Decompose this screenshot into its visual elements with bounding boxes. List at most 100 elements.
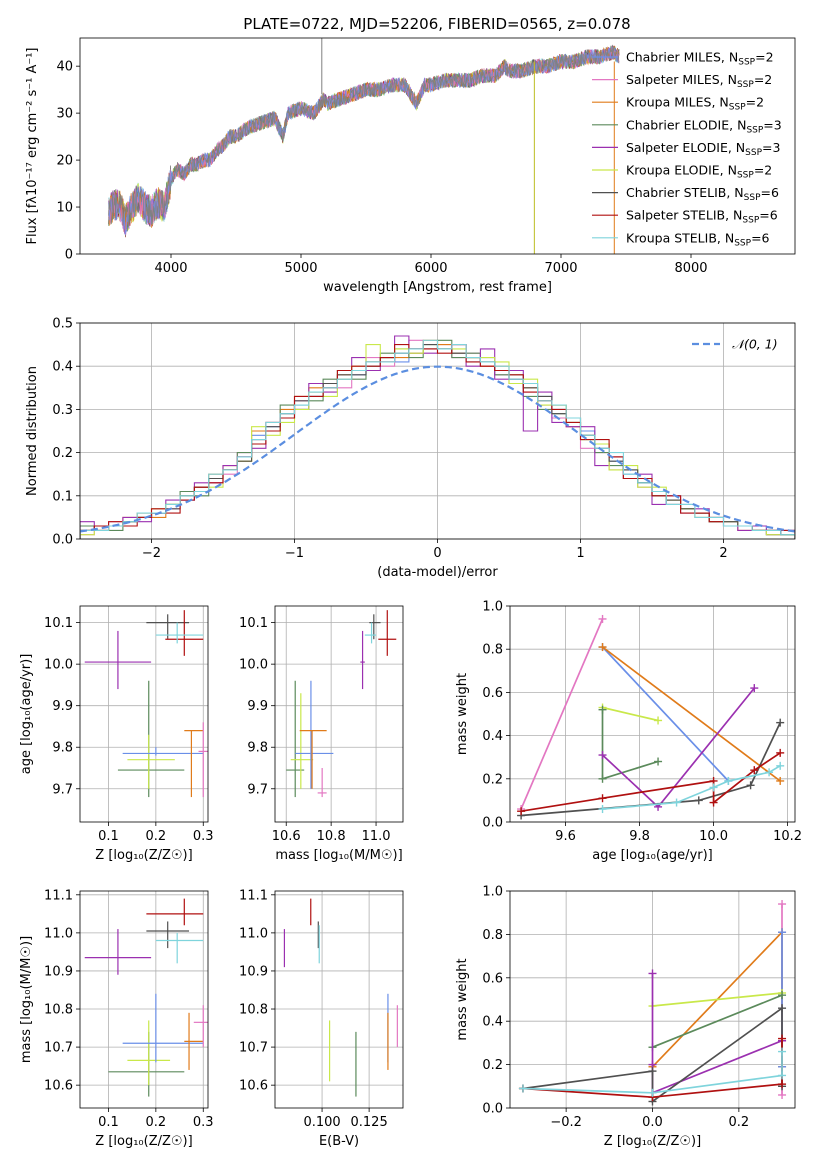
legend-entry-main: Kroupa ELODIE, N <box>626 163 737 178</box>
plot-area <box>286 610 397 798</box>
panel-2: 0.1 0.2 0.3 9.7 9.8 9.9 10.0 10.1 Z [log₁₀(Z/Z☉)… <box>19 605 214 863</box>
y-tick-label: 9.8 <box>247 741 268 756</box>
x-tick-label: 0.125 <box>351 1115 388 1130</box>
plot-area <box>517 614 785 820</box>
y-tick-label: 10.7 <box>239 1041 268 1056</box>
y-axis-label: age [log₁₀(age/yr)] <box>19 654 34 775</box>
y-tick-label: 10.1 <box>239 616 268 631</box>
x-tick-label: 6000 <box>414 261 447 276</box>
y-tick-label: 10.8 <box>239 1003 268 1018</box>
y-tick-label: 20 <box>56 154 73 169</box>
legend-entry-sub: SSP <box>729 103 746 113</box>
legend-entry-sub: SSP <box>742 216 759 226</box>
legend-entry: Salpeter ELODIE, NSSP=3 <box>626 140 780 158</box>
y-tick-label: 0.6 <box>482 971 503 986</box>
legend-entry-tail: =3 <box>763 117 781 132</box>
y-tick-label: 10 <box>56 201 73 216</box>
y-tick-label: 10.0 <box>239 658 268 673</box>
y-tick-label: 10.9 <box>44 964 73 979</box>
y-tick-label: 11.0 <box>44 926 73 941</box>
x-tick-label: 4000 <box>154 261 187 276</box>
plot-area <box>283 898 398 1097</box>
x-axis-label: Z [log₁₀(Z/Z☉)] <box>95 1134 192 1149</box>
y-tick-label: 1.0 <box>482 600 503 615</box>
y-tick-label: 40 <box>56 60 73 75</box>
legend-entry-tail: =6 <box>759 208 777 223</box>
legend-entry-tail: =2 <box>755 50 773 65</box>
y-tick-label: 10.6 <box>239 1079 268 1094</box>
y-tick-label: 10.0 <box>44 658 73 673</box>
y-axis-label: Flux [fλ10⁻¹⁷ erg cm⁻² s⁻¹ A⁻¹] <box>25 48 40 245</box>
x-tick-label: 5000 <box>284 261 317 276</box>
legend-entry-tail: =2 <box>746 95 764 110</box>
weight-series-line <box>601 646 730 782</box>
y-tick-label: 0.2 <box>482 1058 503 1073</box>
x-tick-label: 0 <box>433 546 441 561</box>
x-tick-label: 10.2 <box>773 829 802 844</box>
y-tick-label: 0.6 <box>482 686 503 701</box>
panel-3: 10.6 10.8 11.0 9.7 9.8 9.9 10.0 10.1 mass [log₁₀… <box>239 605 404 863</box>
legend-entry-main: Salpeter ELODIE, N <box>626 140 745 155</box>
panel-0: 4000 5000 6000 7000 8000 0 10 20 30 40 wavelength … <box>25 15 796 295</box>
weight-series-line <box>520 618 604 810</box>
y-tick-label: 9.8 <box>52 741 73 756</box>
histogram-series <box>80 339 795 539</box>
y-tick-label: 0.3 <box>52 403 73 418</box>
x-tick-label: −0.2 <box>550 1115 582 1130</box>
y-tick-label: 11.1 <box>44 888 73 903</box>
legend-entry-main: Kroupa STELIB, N <box>626 230 734 245</box>
observed-spectrum-line <box>108 45 620 228</box>
model-spectrum-line <box>108 46 620 235</box>
legend-entry-main: Salpeter MILES, N <box>626 72 737 87</box>
panel-5: 0.1 0.2 0.3 10.6 10.7 10.8 10.9 11.0 11.1 Z [log₁… <box>19 888 214 1149</box>
axes-frame <box>79 890 209 1109</box>
x-tick-label: 0.2 <box>146 1115 167 1130</box>
plot-area <box>80 335 795 539</box>
legend-entry: Salpeter MILES, NSSP=2 <box>626 72 772 90</box>
x-tick-label: 11.0 <box>362 829 391 844</box>
x-tick-label: 10.6 <box>272 829 301 844</box>
legend-entry: Salpeter STELIB, NSSP=6 <box>626 208 778 226</box>
normal-reference-curve <box>80 365 795 533</box>
panel-6: 0.100 0.125 10.6 10.7 10.8 10.9 11.0 11.1 E(B-V) <box>239 888 404 1149</box>
panel-4: 9.6 9.8 10.0 10.2 0.0 0.2 0.4 0.6 0.8 1.0 age [log… <box>455 600 802 864</box>
legend-entry-main: Salpeter STELIB, N <box>626 208 742 223</box>
legend-entry: Chabrier ELODIE, NSSP=3 <box>626 117 782 135</box>
x-tick-label: 0.1 <box>98 829 119 844</box>
x-tick-label: 10.0 <box>699 829 728 844</box>
weight-series-line <box>602 706 659 722</box>
model-spectrum-line <box>108 44 620 237</box>
x-tick-label: −1 <box>285 546 304 561</box>
y-tick-label: 9.7 <box>52 782 73 797</box>
x-tick-label: 9.6 <box>555 829 576 844</box>
y-tick-label: 10.6 <box>44 1079 73 1094</box>
legend-entry-sub: SSP <box>737 80 754 90</box>
y-tick-label: 0.0 <box>52 533 73 548</box>
y-tick-label: 9.7 <box>247 782 268 797</box>
y-axis-label: mass [log₁₀(M/M☉)] <box>19 936 34 1063</box>
legend-entry-sub: SSP <box>746 125 763 135</box>
legend: 𝒩(0, 1) <box>692 337 778 352</box>
weight-series-line <box>652 992 783 1007</box>
y-tick-label: 0.2 <box>482 772 503 787</box>
axes-frame <box>79 37 796 255</box>
x-tick-label: 2 <box>719 546 727 561</box>
y-tick-label: 0.0 <box>482 816 503 831</box>
y-tick-label: 9.9 <box>247 699 268 714</box>
y-tick-label: 30 <box>56 107 73 122</box>
legend-entry-sub: SSP <box>744 193 761 203</box>
weight-series-line <box>602 765 781 810</box>
y-tick-label: 0.8 <box>482 643 503 658</box>
model-spectrum-line <box>108 47 620 237</box>
x-axis-label: mass [log₁₀(M/M☉)] <box>275 848 402 863</box>
plot-area <box>84 898 208 1097</box>
legend-entry-sub: SSP <box>745 148 762 158</box>
x-tick-label: −2 <box>142 546 161 561</box>
legend-entry: 𝒩(0, 1) <box>732 337 778 352</box>
weight-series-line <box>601 709 659 780</box>
axes-frame <box>274 605 404 823</box>
y-axis-label: mass weight <box>455 958 470 1040</box>
x-tick-label: 9.8 <box>629 829 650 844</box>
